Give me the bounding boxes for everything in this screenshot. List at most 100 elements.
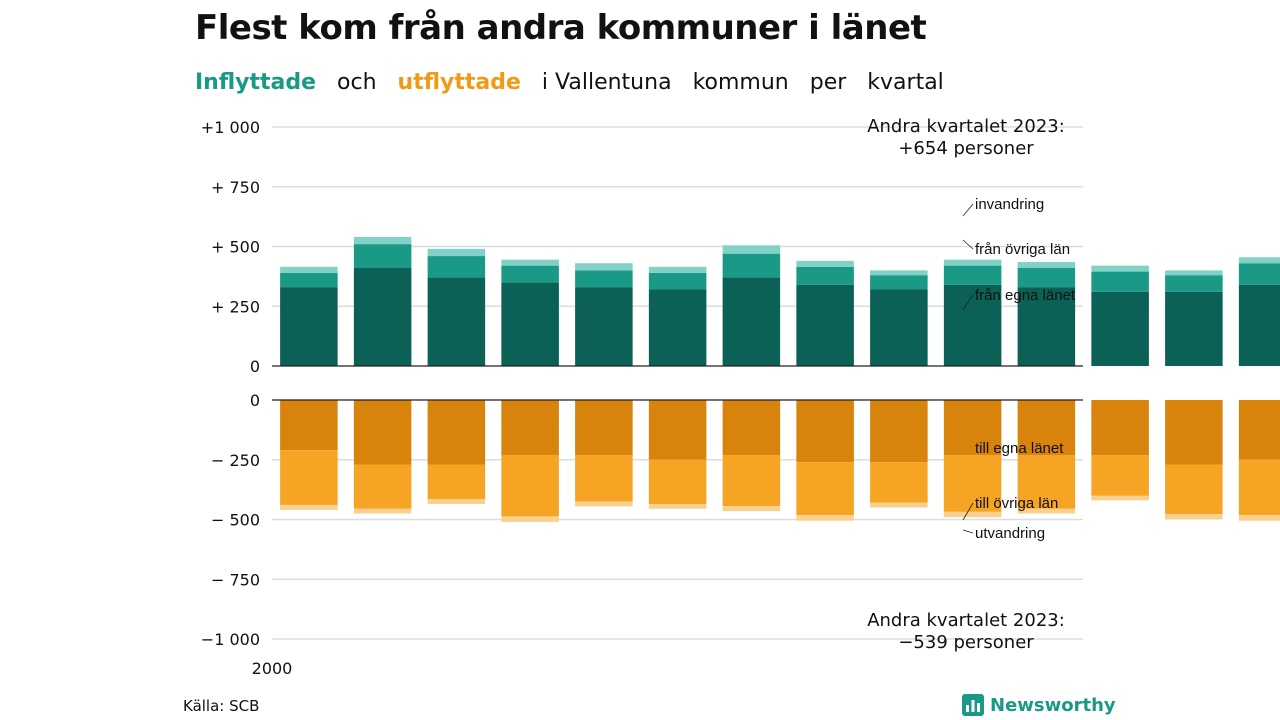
leader-line bbox=[962, 294, 974, 311]
bar-out-egna bbox=[575, 400, 633, 455]
bar-in-ovriga bbox=[796, 266, 854, 285]
bar-in-invandring bbox=[648, 266, 707, 273]
bar-out-ovriga bbox=[870, 462, 928, 503]
bar-out-ovriga bbox=[648, 459, 707, 504]
bar-out-ovriga bbox=[1238, 459, 1280, 516]
source-note: Källa: SCB bbox=[183, 697, 260, 715]
bar-in-invandring bbox=[1017, 262, 1076, 269]
bar-in-egna bbox=[1091, 291, 1149, 366]
bar-out-utvandring bbox=[648, 503, 707, 509]
bar-out-egna bbox=[1165, 400, 1223, 465]
y-tick-label-top: + 750 bbox=[211, 178, 260, 197]
bar-out-egna bbox=[722, 400, 781, 455]
bar-in-ovriga bbox=[575, 270, 633, 288]
bar-out-egna bbox=[1091, 400, 1149, 455]
bar-in-invandring bbox=[1165, 270, 1223, 276]
y-tick-label-bottom: − 250 bbox=[211, 451, 260, 470]
bar-out-ovriga bbox=[575, 454, 633, 502]
bar-out-utvandring bbox=[575, 501, 633, 507]
bar-in-egna bbox=[501, 282, 559, 366]
bar-in-invandring bbox=[943, 259, 1002, 266]
brand-logo: Newsworthy bbox=[962, 694, 1116, 716]
y-tick-label-top: 0 bbox=[250, 357, 260, 376]
series-label-till-egna-lanet: till egna länet bbox=[975, 440, 1064, 457]
bar-out-ovriga bbox=[1165, 464, 1223, 515]
y-tick-label-top: +1 000 bbox=[201, 118, 260, 137]
bar-out-utvandring bbox=[722, 506, 781, 512]
bar-in-invandring bbox=[796, 260, 854, 267]
latest-out-value: −539 personer bbox=[898, 632, 1034, 653]
bar-out-ovriga bbox=[796, 462, 854, 516]
bar-in-invandring bbox=[870, 270, 928, 276]
bar-in-invandring bbox=[575, 263, 633, 271]
bar-in-egna bbox=[353, 268, 412, 366]
bar-in-egna bbox=[575, 287, 633, 366]
bar-out-utvandring bbox=[943, 511, 1002, 518]
bar-in-ovriga bbox=[427, 256, 486, 278]
bar-in-invandring bbox=[722, 245, 781, 254]
bar-in-ovriga bbox=[353, 244, 412, 269]
bar-out-egna bbox=[501, 400, 559, 455]
bar-in-egna bbox=[1165, 291, 1223, 366]
bar-in-invandring bbox=[1238, 257, 1280, 264]
subtitle-kommun: kommun bbox=[692, 70, 789, 95]
latest-out-label: Andra kvartalet 2023: bbox=[867, 610, 1065, 631]
bar-out-ovriga bbox=[427, 464, 486, 500]
bar-in-egna bbox=[280, 287, 338, 366]
y-tick-label-bottom: − 500 bbox=[211, 511, 260, 530]
bar-chart-icon bbox=[962, 694, 984, 716]
bar-in-ovriga bbox=[1238, 263, 1280, 285]
bar-out-utvandring bbox=[1017, 508, 1076, 514]
bar-in-egna bbox=[1238, 284, 1280, 366]
bar-out-ovriga bbox=[1017, 454, 1076, 509]
bar-out-utvandring bbox=[1238, 515, 1280, 521]
brand-name: Newsworthy bbox=[990, 694, 1116, 716]
subtitle-och: och bbox=[337, 70, 377, 95]
bar-out-ovriga bbox=[353, 464, 412, 509]
subtitle-kvartal: kvartal bbox=[867, 70, 944, 95]
subtitle-place: i Vallentuna bbox=[541, 70, 672, 95]
bar-in-egna bbox=[796, 284, 854, 366]
series-label-fran-egna-lanet: från egna länet bbox=[975, 287, 1076, 304]
bar-out-egna bbox=[427, 400, 486, 465]
bar-in-egna bbox=[870, 289, 928, 366]
bar-in-ovriga bbox=[870, 275, 928, 290]
chart-subtitle: Inflyttade och utflyttade i Vallentuna k… bbox=[195, 70, 958, 95]
y-tick-label-top: + 500 bbox=[211, 238, 260, 257]
y-tick-label-bottom: − 750 bbox=[211, 570, 260, 589]
bar-in-ovriga bbox=[722, 253, 781, 278]
bar-in-invandring bbox=[280, 266, 338, 273]
latest-in-value: +654 personer bbox=[898, 138, 1034, 159]
bar-out-utvandring bbox=[1091, 495, 1149, 501]
series-label-fran-ovriga-lan: från övriga län bbox=[975, 241, 1070, 258]
bar-out-utvandring bbox=[353, 508, 412, 514]
bar-out-egna bbox=[943, 400, 1002, 455]
series-label-invandring: invandring bbox=[975, 196, 1044, 213]
bar-out-ovriga bbox=[1091, 454, 1149, 496]
bar-out-egna bbox=[280, 400, 338, 451]
leader-line bbox=[962, 203, 974, 217]
bar-in-invandring bbox=[353, 236, 412, 245]
y-tick-label-top: + 250 bbox=[211, 297, 260, 316]
subtitle-utflyttade: utflyttade bbox=[397, 70, 521, 95]
bar-in-invandring bbox=[501, 259, 559, 266]
bar-in-ovriga bbox=[1165, 275, 1223, 292]
bar-out-utvandring bbox=[796, 515, 854, 521]
bar-out-utvandring bbox=[1165, 514, 1223, 520]
bar-in-ovriga bbox=[1017, 268, 1076, 288]
bar-in-ovriga bbox=[501, 265, 559, 283]
bar-in-ovriga bbox=[280, 272, 338, 288]
bar-in-invandring bbox=[427, 248, 486, 257]
leader-line bbox=[962, 239, 974, 250]
leader-line bbox=[962, 529, 974, 534]
series-label-utvandring: utvandring bbox=[975, 525, 1045, 542]
bar-in-egna bbox=[427, 277, 486, 366]
bar-in-ovriga bbox=[943, 265, 1002, 285]
bar-in-egna bbox=[943, 284, 1002, 366]
bar-out-utvandring bbox=[501, 516, 559, 522]
bar-in-egna bbox=[722, 277, 781, 366]
bar-in-ovriga bbox=[1091, 271, 1149, 292]
bar-out-ovriga bbox=[501, 454, 559, 517]
bar-in-egna bbox=[648, 289, 707, 366]
